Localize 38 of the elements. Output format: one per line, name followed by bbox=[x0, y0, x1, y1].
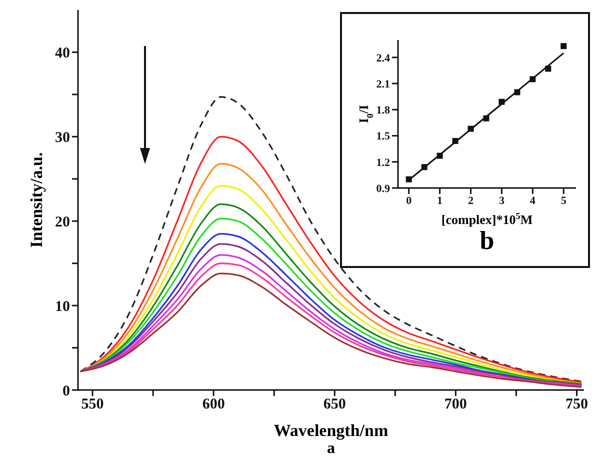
y-tick-label: 2.1 bbox=[376, 78, 390, 90]
x-axis-title: [complex]*10$^{5}$M bbox=[441, 211, 533, 227]
point bbox=[560, 43, 567, 50]
x-tick-label: 600 bbox=[202, 396, 225, 413]
y-axis-title: Intensity/a.u. bbox=[27, 152, 46, 248]
y-tick-label: 2.4 bbox=[376, 52, 390, 64]
x-tick-label: 650 bbox=[323, 396, 346, 413]
x-tick-label: 2 bbox=[468, 194, 474, 207]
annotation: b bbox=[480, 226, 494, 256]
point bbox=[483, 115, 490, 122]
x-tick-label: 1 bbox=[437, 194, 443, 207]
y-tick-label: 0.9 bbox=[376, 182, 390, 195]
y-tick-label: 10 bbox=[55, 298, 70, 315]
point bbox=[530, 76, 536, 82]
point bbox=[545, 66, 552, 72]
y-tick-label: 40 bbox=[55, 46, 70, 62]
y-tick-label: 1.2 bbox=[376, 156, 390, 169]
point bbox=[498, 98, 505, 105]
x-tick-label: 4 bbox=[530, 194, 536, 207]
y-tick-label: 1.5 bbox=[376, 130, 390, 143]
x-tick-label: 3 bbox=[498, 194, 505, 207]
y-tick-label: 20 bbox=[55, 214, 70, 230]
x-tick-label: 5 bbox=[560, 194, 567, 207]
point bbox=[436, 152, 443, 159]
point bbox=[421, 164, 428, 170]
text: a bbox=[326, 440, 336, 458]
y-tick-label: 1.8 bbox=[376, 104, 390, 117]
x-tick-label: 750 bbox=[565, 396, 588, 413]
y-tick-label: 0 bbox=[62, 383, 70, 400]
point bbox=[406, 176, 412, 182]
x-axis-title: Wavelength/nm bbox=[274, 421, 388, 440]
x-tick-label: 0 bbox=[406, 194, 412, 207]
point bbox=[452, 138, 458, 144]
x-tick-label: 700 bbox=[444, 396, 467, 413]
point bbox=[468, 126, 474, 132]
point bbox=[514, 89, 520, 96]
x-tick-label: 550 bbox=[81, 396, 104, 413]
y-tick-label: 30 bbox=[55, 130, 70, 146]
